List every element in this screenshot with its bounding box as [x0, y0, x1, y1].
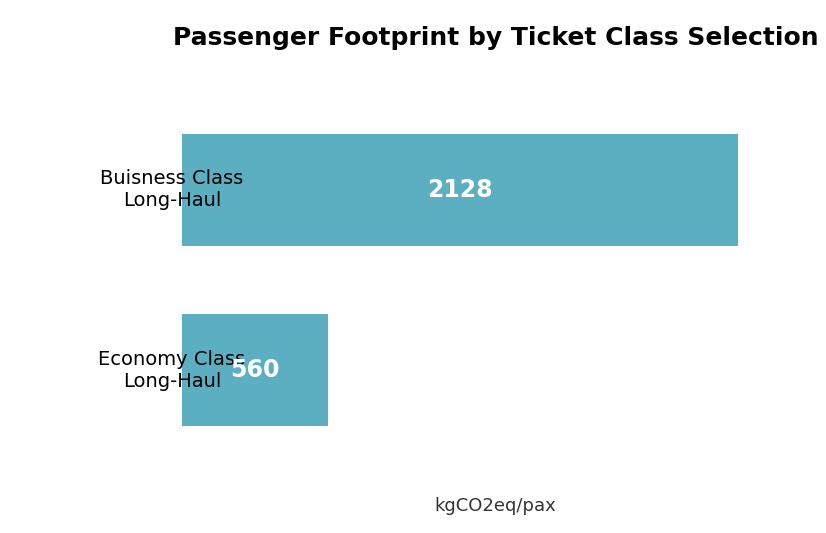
- Bar: [182, 134, 738, 246]
- Text: kgCO2eq/pax: kgCO2eq/pax: [434, 497, 557, 515]
- Text: 2128: 2128: [427, 178, 493, 202]
- Bar: [182, 314, 328, 426]
- Title: Passenger Footprint by Ticket Class Selection: Passenger Footprint by Ticket Class Sele…: [173, 26, 819, 50]
- Text: 560: 560: [230, 358, 280, 382]
